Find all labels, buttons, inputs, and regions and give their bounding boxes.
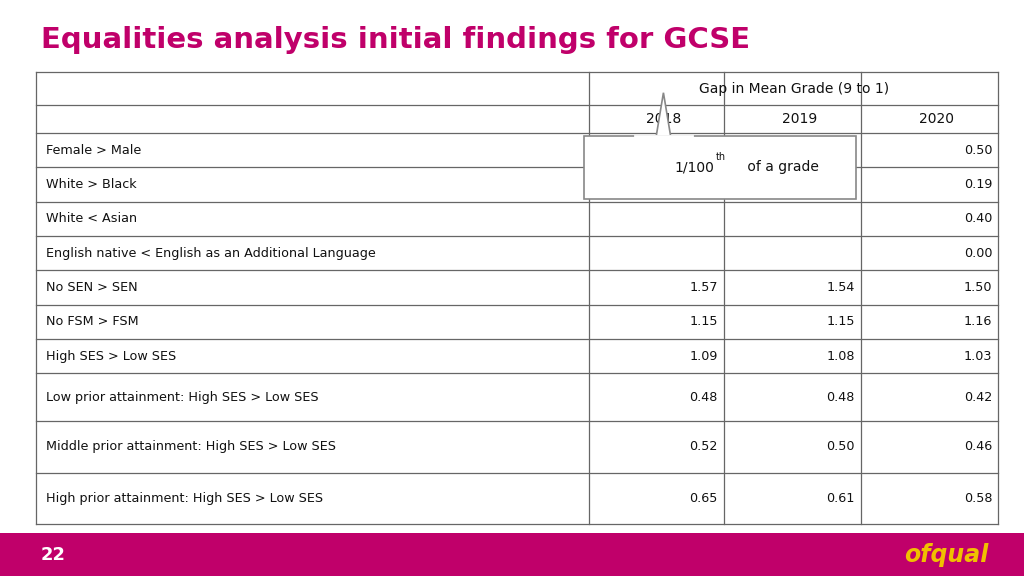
Text: 22: 22	[41, 545, 66, 564]
Text: 1/100: 1/100	[675, 160, 715, 175]
Text: White < Asian: White < Asian	[46, 213, 137, 225]
Text: Middle prior attainment: High SES > Low SES: Middle prior attainment: High SES > Low …	[46, 441, 336, 453]
Text: th: th	[716, 151, 726, 162]
Text: 0.49: 0.49	[826, 143, 855, 157]
Text: 0.48: 0.48	[689, 143, 718, 157]
Text: Gap in Mean Grade (9 to 1): Gap in Mean Grade (9 to 1)	[698, 82, 889, 96]
Text: 0.13: 0.13	[689, 178, 718, 191]
Text: High prior attainment: High SES > Low SES: High prior attainment: High SES > Low SE…	[46, 492, 324, 505]
Text: 0.48: 0.48	[826, 391, 855, 404]
Bar	[0, 533, 1024, 576]
Text: English native < English as an Additional Language: English native < English as an Additiona…	[46, 247, 376, 260]
Text: High SES > Low SES: High SES > Low SES	[46, 350, 176, 362]
Text: 0.40: 0.40	[964, 213, 992, 225]
Text: 0.52: 0.52	[689, 441, 718, 453]
Text: 0.61: 0.61	[826, 492, 855, 505]
Text: 0.58: 0.58	[964, 492, 992, 505]
Text: 2019: 2019	[782, 112, 817, 126]
Text: 0.42: 0.42	[964, 391, 992, 404]
Text: 1.16: 1.16	[964, 315, 992, 328]
Text: White > Black: White > Black	[46, 178, 137, 191]
Text: No SEN > SEN: No SEN > SEN	[46, 281, 137, 294]
Text: Low prior attainment: High SES > Low SES: Low prior attainment: High SES > Low SES	[46, 391, 318, 404]
Text: 1.03: 1.03	[964, 350, 992, 362]
Text: 1.54: 1.54	[826, 281, 855, 294]
Text: 0.19: 0.19	[964, 178, 992, 191]
Text: 1.15: 1.15	[826, 315, 855, 328]
Text: 0.65: 0.65	[689, 492, 718, 505]
Text: 1.50: 1.50	[964, 281, 992, 294]
Text: ofqual: ofqual	[904, 543, 988, 567]
Text: 1.57: 1.57	[689, 281, 718, 294]
Text: 1.08: 1.08	[826, 350, 855, 362]
Polygon shape	[635, 93, 692, 136]
Text: 0.15: 0.15	[826, 178, 855, 191]
Text: 2018: 2018	[646, 112, 682, 126]
Text: 0.50: 0.50	[826, 441, 855, 453]
Text: 0.50: 0.50	[964, 143, 992, 157]
Text: No FSM > FSM: No FSM > FSM	[46, 315, 138, 328]
Text: 1.15: 1.15	[689, 315, 718, 328]
Text: 0.48: 0.48	[689, 391, 718, 404]
Text: 0.46: 0.46	[964, 441, 992, 453]
Text: 1.09: 1.09	[689, 350, 718, 362]
Text: Equalities analysis initial findings for GCSE: Equalities analysis initial findings for…	[41, 26, 751, 54]
Text: 2020: 2020	[920, 112, 954, 126]
Text: Female > Male: Female > Male	[46, 143, 141, 157]
Text: of a grade: of a grade	[743, 160, 819, 175]
Text: 0.00: 0.00	[964, 247, 992, 260]
Bar	[584, 136, 856, 199]
